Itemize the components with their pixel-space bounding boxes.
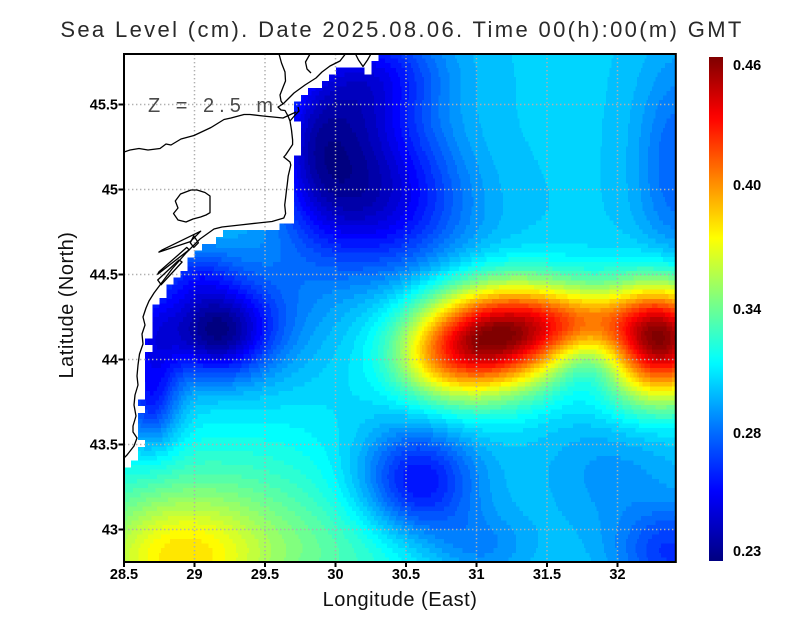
svg-text:43.5: 43.5	[90, 438, 118, 454]
svg-text:0.40: 0.40	[733, 178, 761, 194]
svg-text:44.5: 44.5	[90, 268, 118, 284]
svg-text:31: 31	[468, 567, 484, 583]
svg-text:0.46: 0.46	[733, 58, 761, 74]
svg-text:31.5: 31.5	[533, 567, 561, 583]
svg-text:43: 43	[102, 523, 118, 539]
svg-text:0.34: 0.34	[733, 302, 761, 318]
svg-text:45: 45	[102, 183, 118, 199]
svg-text:Latitude (North): Latitude (North)	[56, 232, 78, 379]
svg-text:0.28: 0.28	[733, 426, 761, 442]
svg-text:29.5: 29.5	[251, 567, 279, 583]
svg-text:28.5: 28.5	[110, 567, 138, 583]
svg-text:29: 29	[186, 567, 202, 583]
svg-text:0.23: 0.23	[733, 544, 761, 560]
svg-text:45.5: 45.5	[90, 98, 118, 114]
svg-text:Z = 2.5 m: Z = 2.5 m	[148, 95, 278, 117]
svg-text:30.5: 30.5	[392, 567, 420, 583]
svg-text:32: 32	[609, 567, 625, 583]
svg-text:30: 30	[327, 567, 343, 583]
svg-text:Sea Level (cm). Date 2025.08.0: Sea Level (cm). Date 2025.08.06. Time 00…	[60, 17, 743, 42]
svg-text:44: 44	[102, 353, 118, 369]
svg-text:Longitude (East): Longitude (East)	[323, 589, 478, 611]
